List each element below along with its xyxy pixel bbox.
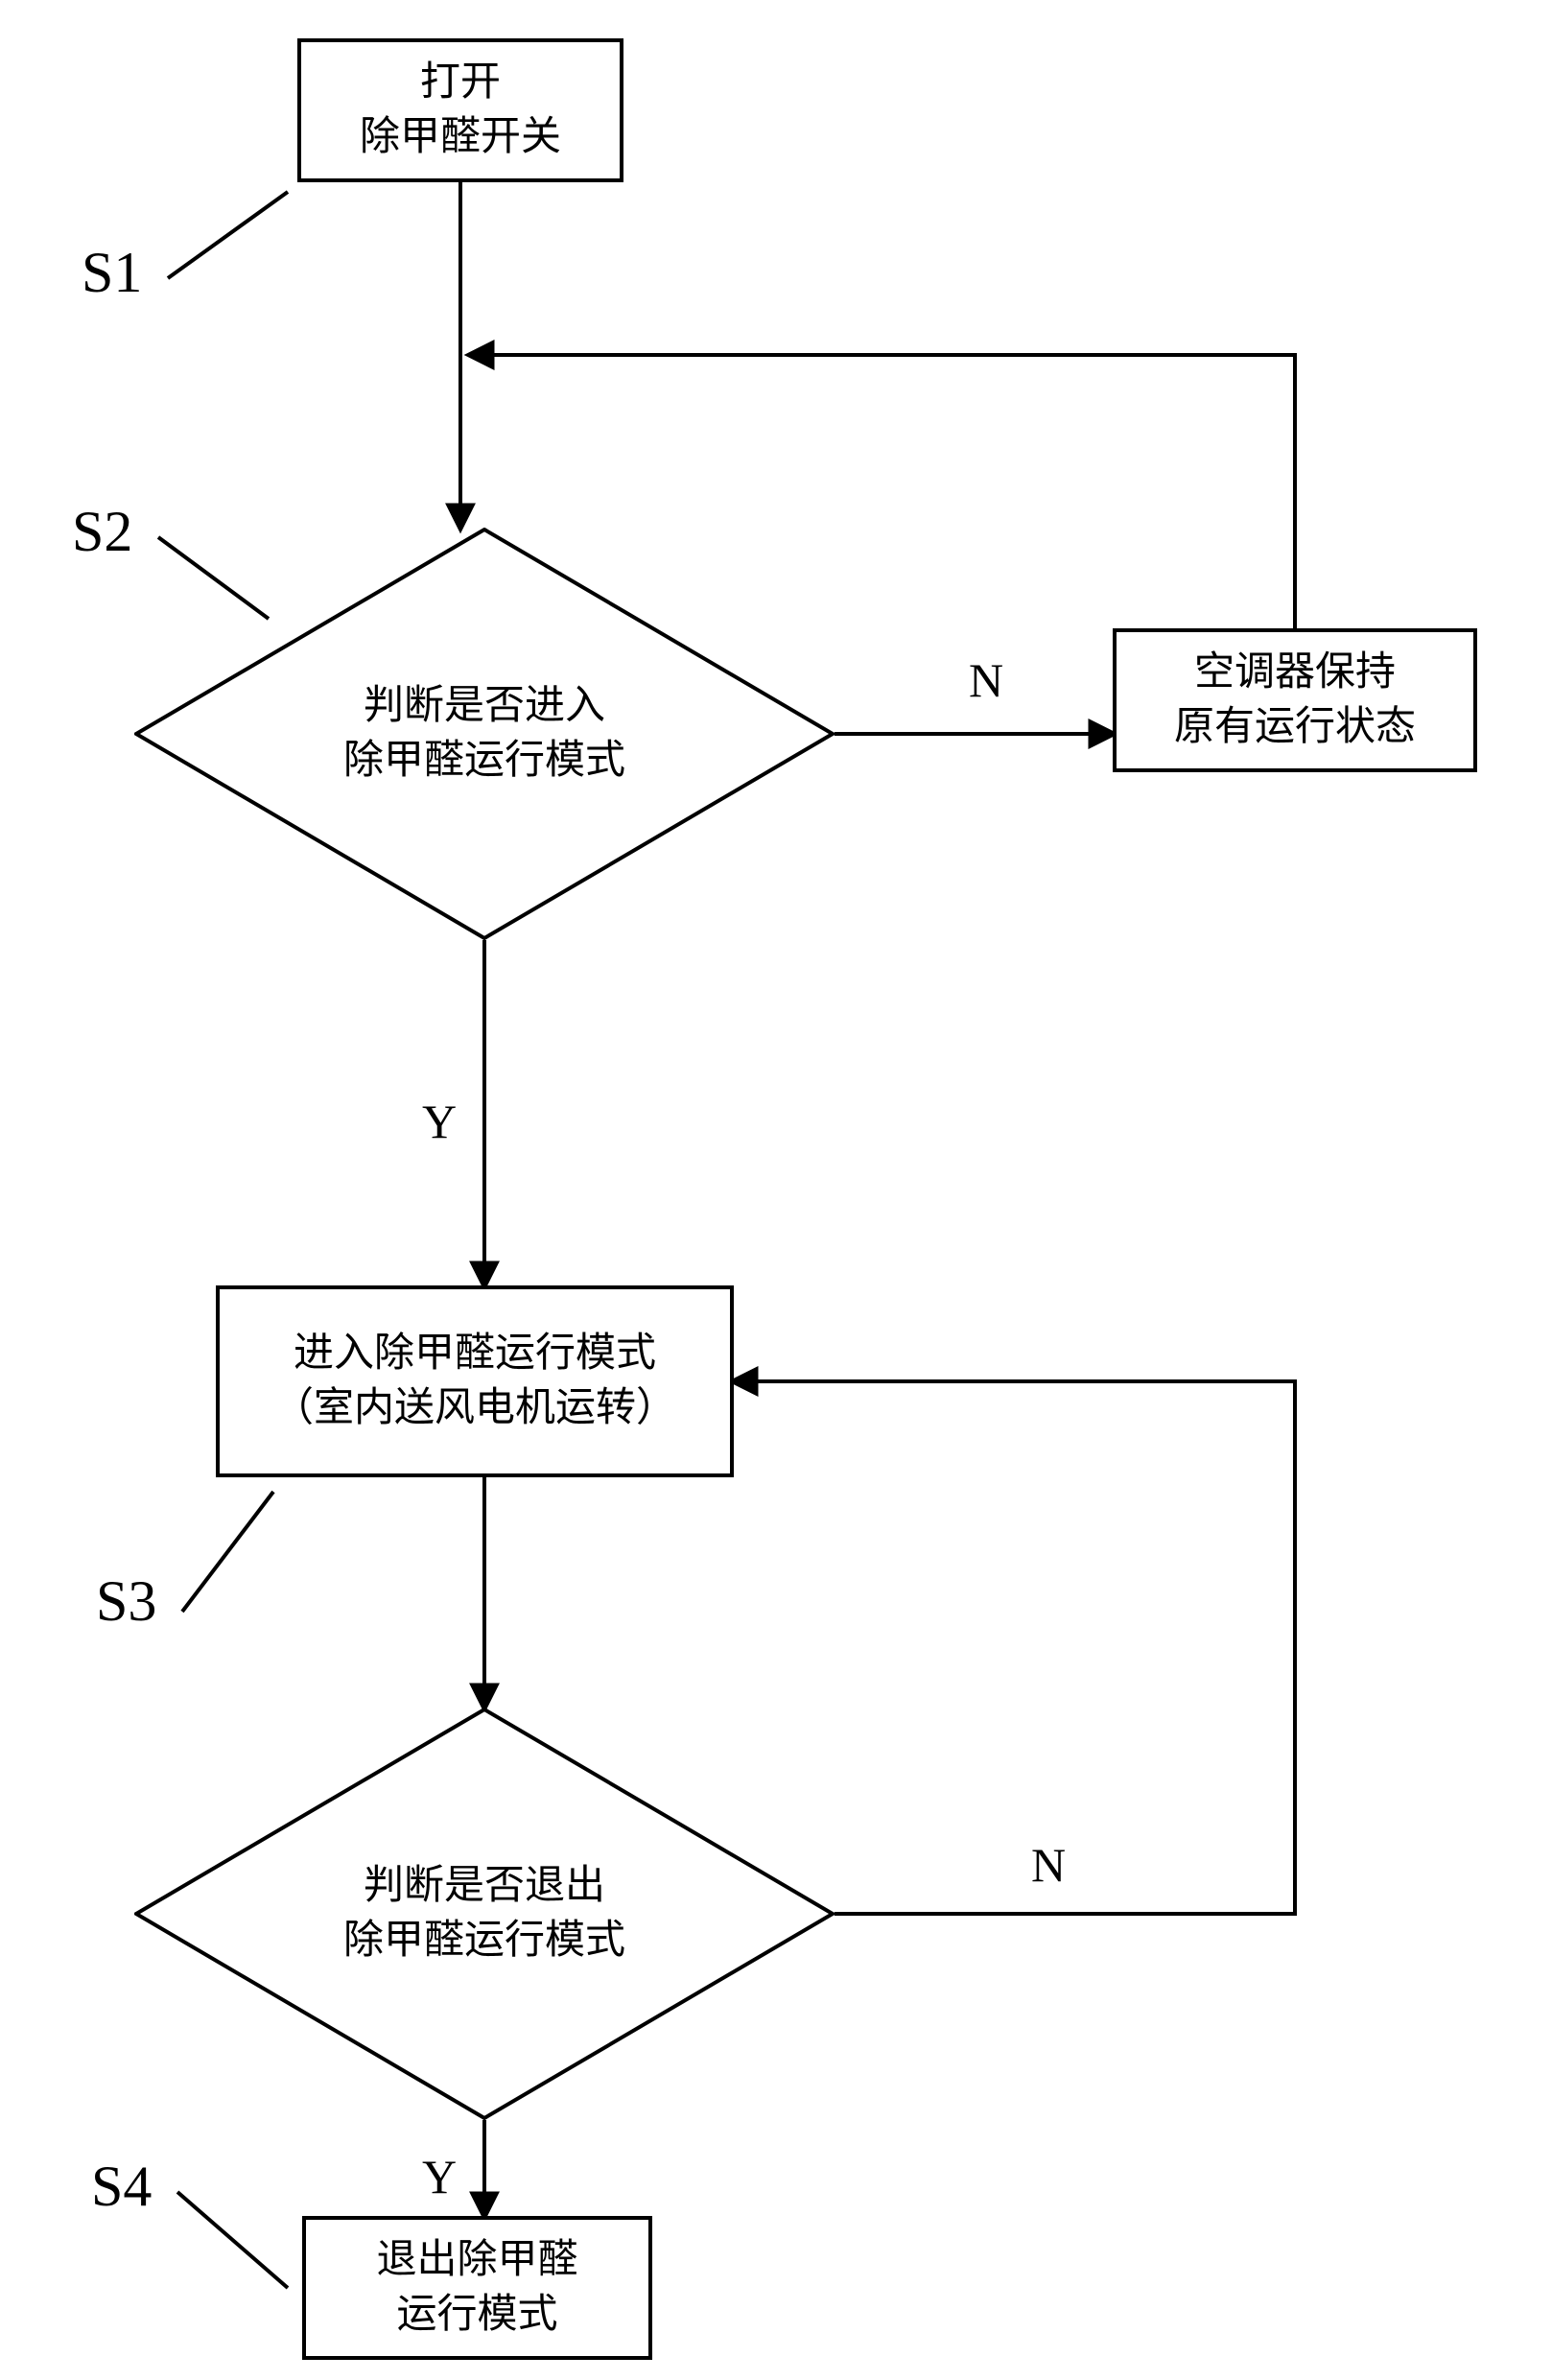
step-label-s1: S1 xyxy=(82,240,142,306)
node-n6: 退出除甲醛运行模式 xyxy=(302,2216,652,2360)
node-text: 进入除甲醛运行模式 xyxy=(294,1327,656,1381)
node-n5: 判断是否退出除甲醛运行模式 xyxy=(134,1708,835,2120)
node-n3: 空调器保持原有运行状态 xyxy=(1113,628,1477,772)
node-text: 打开 xyxy=(420,56,501,110)
edge-label-e4: Y xyxy=(422,1094,457,1149)
node-n2: 判断是否进入除甲醛运行模式 xyxy=(134,528,835,940)
leader-line xyxy=(177,2192,288,2288)
node-text: 运行模式 xyxy=(396,2288,557,2343)
step-label-s2: S2 xyxy=(72,499,132,565)
leader-line xyxy=(182,1492,273,1612)
node-text: 原有运行状态 xyxy=(1174,700,1416,755)
node-text: （室内送风电机运转） xyxy=(273,1381,676,1436)
step-label-s4: S4 xyxy=(91,2154,152,2220)
leader-line xyxy=(168,192,288,278)
edge-label-e2: N xyxy=(969,652,1003,708)
node-text: 除甲醛运行模式 xyxy=(343,734,625,789)
node-text: 除甲醛运行模式 xyxy=(343,1914,625,1968)
step-label-s3: S3 xyxy=(96,1568,156,1635)
edge-label-e7: Y xyxy=(422,2149,457,2204)
node-text: 判断是否退出 xyxy=(364,1859,605,1914)
edge-label-e6: N xyxy=(1031,1837,1066,1893)
node-text: 除甲醛开关 xyxy=(360,110,561,165)
node-text: 退出除甲醛 xyxy=(376,2233,577,2288)
flowchart-canvas: 打开除甲醛开关判断是否进入除甲醛运行模式 空调器保持原有运行状态进入除甲醛运行模式… xyxy=(0,0,1552,2380)
node-n1: 打开除甲醛开关 xyxy=(297,38,623,182)
node-text: 判断是否进入 xyxy=(364,679,605,734)
node-text: 空调器保持 xyxy=(1194,646,1396,700)
node-n4: 进入除甲醛运行模式（室内送风电机运转） xyxy=(216,1285,734,1477)
